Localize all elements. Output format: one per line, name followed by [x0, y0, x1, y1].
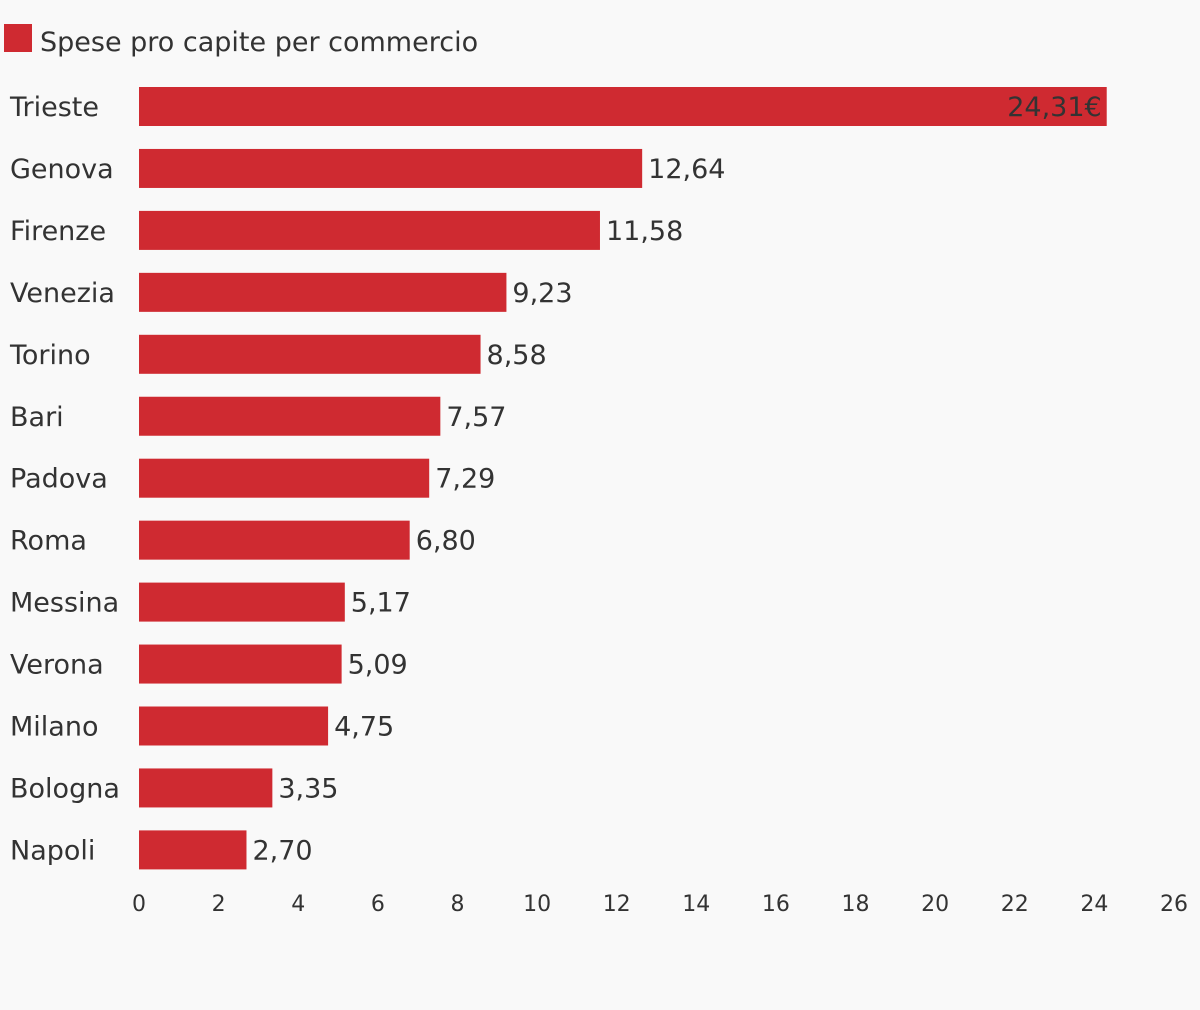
bars	[139, 87, 1107, 870]
value-label-genova: 12,64	[648, 154, 725, 185]
category-label-padova: Padova	[10, 464, 108, 495]
bar-roma	[139, 520, 410, 560]
value-labels: 24,31€ 12,64 11,58 9,23 8,58 7,57 7,29 6,805,17…	[252, 92, 1101, 866]
category-label-bari: Bari	[10, 402, 64, 433]
category-label-napoli: Napoli	[10, 835, 95, 866]
bar-bologna	[139, 768, 273, 808]
x-axis: 0 2 4 6 8 10 12 14 16 18 20 22 24 26	[132, 892, 1188, 917]
bar-trieste	[139, 87, 1107, 126]
value-label-milano: 4,75	[334, 712, 394, 743]
category-labels: Trieste Genova Firenze Venezia Torino Bari Pad…	[9, 92, 120, 866]
x-tick-label-24: 24	[1080, 892, 1108, 917]
x-tick-label-8: 8	[450, 892, 464, 917]
x-tick-label-20: 20	[921, 892, 949, 917]
x-tick-label-14: 14	[682, 892, 710, 917]
x-tick-label-22: 22	[1001, 892, 1029, 917]
value-label-napoli: 2,70	[252, 835, 312, 866]
x-tick-label-26: 26	[1160, 892, 1188, 917]
legend-label: Spese pro capite per commercio	[40, 27, 478, 58]
category-label-roma: Roma	[10, 526, 87, 557]
x-tick-label-18: 18	[842, 892, 870, 917]
value-label-bologna: 3,35	[278, 773, 338, 804]
value-label-messina: 5,17	[351, 588, 411, 619]
value-label-verona: 5,09	[348, 650, 408, 681]
category-label-milano: Milano	[10, 712, 98, 743]
bar-padova	[139, 458, 430, 498]
bar-messina	[139, 582, 345, 622]
bar-torino	[139, 334, 481, 374]
bar-napoli	[139, 830, 247, 870]
legend-swatch	[4, 24, 32, 52]
category-label-trieste: Trieste	[9, 92, 99, 123]
category-label-verona: Verona	[10, 650, 104, 681]
value-label-bari: 7,57	[446, 402, 506, 433]
bar-milano	[139, 706, 329, 746]
category-label-bologna: Bologna	[10, 773, 120, 804]
category-label-torino: Torino	[9, 340, 91, 371]
bar-firenze	[139, 210, 600, 250]
x-tick-label-4: 4	[291, 892, 305, 917]
x-tick-label-6: 6	[371, 892, 385, 917]
legend: Spese pro capite per commercio	[4, 24, 478, 58]
value-label-roma: 6,80	[416, 526, 476, 557]
category-label-venezia: Venezia	[10, 278, 115, 309]
value-label-venezia: 9,23	[512, 278, 572, 309]
bar-genova	[139, 148, 643, 188]
category-label-genova: Genova	[10, 154, 114, 185]
x-tick-label-0: 0	[132, 892, 146, 917]
x-tick-label-12: 12	[603, 892, 631, 917]
value-label-torino: 8,58	[487, 340, 547, 371]
x-tick-label-16: 16	[762, 892, 790, 917]
value-label-trieste: 24,31€	[1007, 92, 1101, 123]
bar-bari	[139, 396, 441, 436]
value-label-firenze: 11,58	[606, 216, 683, 247]
bar-verona	[139, 644, 342, 684]
bar-venezia	[139, 272, 507, 312]
x-tick-label-10: 10	[523, 892, 551, 917]
category-label-firenze: Firenze	[10, 216, 106, 247]
x-tick-label-2: 2	[212, 892, 226, 917]
value-label-padova: 7,29	[435, 464, 495, 495]
category-label-messina: Messina	[10, 588, 119, 619]
